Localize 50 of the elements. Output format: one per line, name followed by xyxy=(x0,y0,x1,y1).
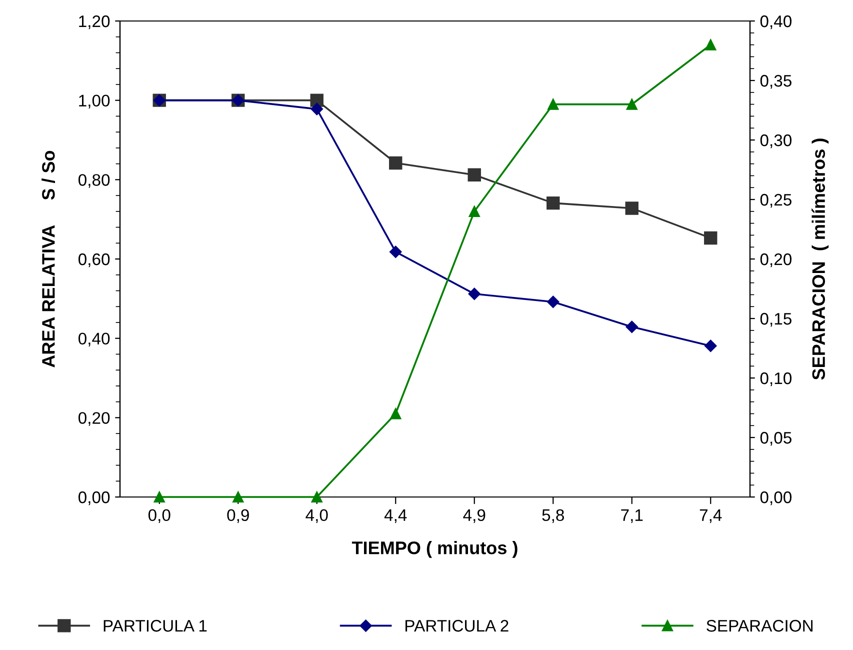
x-tick-label: 5,8 xyxy=(542,509,564,524)
point xyxy=(546,196,560,210)
point xyxy=(311,491,322,503)
x-tick-label: 0,9 xyxy=(227,509,249,524)
point xyxy=(626,98,638,110)
y-tick-label: 1,20 xyxy=(79,15,110,30)
x-tick-label: 4,4 xyxy=(384,509,407,524)
y2-tick-label: 0,10 xyxy=(760,372,792,386)
point xyxy=(154,491,165,503)
point xyxy=(705,39,716,50)
x-axis-title: TIEMPO ( minutos ) xyxy=(352,541,518,558)
point xyxy=(704,231,718,245)
point xyxy=(389,156,402,170)
y-axis-title: AREA RELATIVA S / So xyxy=(42,150,56,368)
x-tick-label: 4,0 xyxy=(306,509,328,524)
point xyxy=(547,296,560,308)
y-tick-label: 0,40 xyxy=(78,332,110,347)
point xyxy=(232,491,244,503)
legend-label: SEPARACION xyxy=(706,620,812,632)
point xyxy=(310,94,324,107)
y-tick-label: 0,20 xyxy=(78,412,110,426)
y-tick-label: 0,60 xyxy=(78,253,110,268)
point xyxy=(626,320,638,333)
point xyxy=(548,98,559,110)
point xyxy=(468,288,480,300)
y2-tick-label: 0,40 xyxy=(760,15,792,30)
x-tick-label: 0,0 xyxy=(148,509,170,524)
y2-tick-label: 0,30 xyxy=(760,134,792,148)
y2-tick-label: 0,05 xyxy=(760,432,792,446)
point xyxy=(625,202,638,215)
y2-axis-title: SEPARACION ( milímetros ) xyxy=(812,138,829,380)
point xyxy=(390,408,402,420)
x-tick-label: 7,1 xyxy=(621,509,643,524)
y-tick-label: 0,80 xyxy=(78,174,110,188)
y2-tick-label: 0,00 xyxy=(760,491,792,506)
y2-tick-label: 0,35 xyxy=(760,74,792,89)
y2-tick-label: 0,15 xyxy=(760,312,792,327)
point xyxy=(704,340,717,352)
legend-label: PARTICULA 1 xyxy=(104,620,207,632)
y-tick-label: 0,00 xyxy=(78,491,110,506)
y2-tick-label: 0,25 xyxy=(760,194,792,208)
point xyxy=(468,168,481,182)
x-tick-label: 7,4 xyxy=(700,509,722,524)
point xyxy=(468,206,480,217)
y2-tick-label: 0,20 xyxy=(760,253,792,268)
legend-label: PARTICULA 2 xyxy=(406,620,508,632)
x-tick-label: 4,9 xyxy=(463,509,486,524)
point xyxy=(310,102,323,116)
point xyxy=(390,246,402,258)
y-tick-label: 1,00 xyxy=(79,94,110,109)
